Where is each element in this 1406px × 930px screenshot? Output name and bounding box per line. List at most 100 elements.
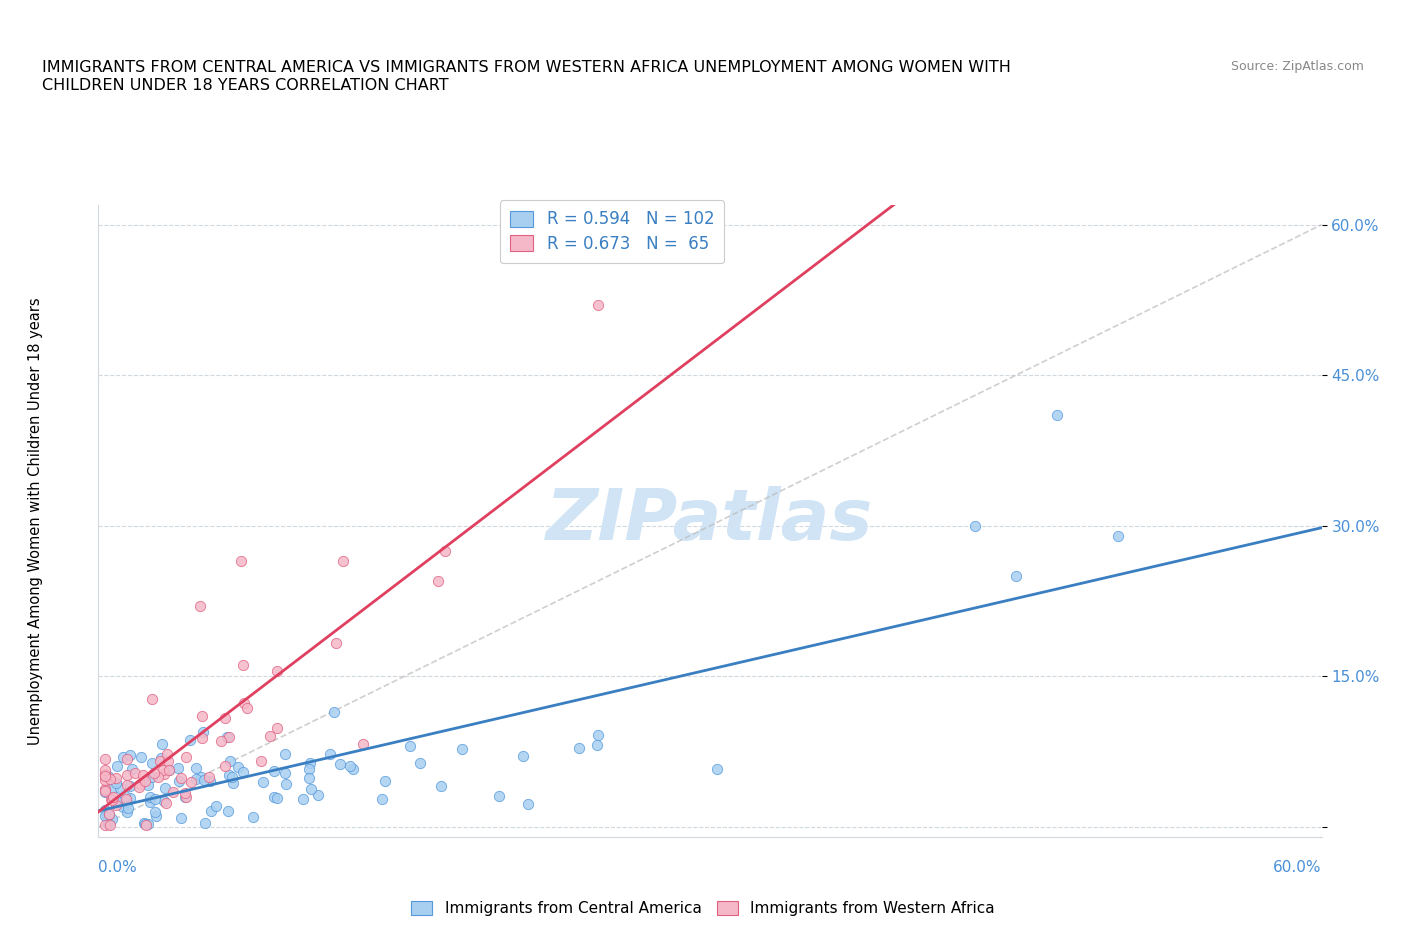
Point [194,816,217,830]
Text: 60.0%: 60.0% [1274,860,1322,875]
Point [98,817,121,831]
Point [170,811,193,826]
Point [98,806,121,821]
Text: Source: ZipAtlas.com: Source: ZipAtlas.com [1230,60,1364,73]
Point [332,553,354,568]
Point [131,767,153,782]
Point [173,785,195,800]
Point [231,553,253,568]
Point [139,794,162,809]
Point [325,635,347,650]
Point [250,753,273,768]
Point [184,771,207,786]
Point [451,742,474,757]
Point [115,751,138,766]
Point [218,767,240,782]
Point [170,770,193,785]
Point [409,756,432,771]
Point [155,795,177,810]
Point [266,721,288,736]
Point [191,730,214,745]
Point [198,769,221,784]
Point [108,781,131,796]
Point [222,776,245,790]
Point [142,765,165,780]
Point [153,766,176,781]
Point [512,749,534,764]
Point [266,663,288,678]
Point [94,784,117,799]
Point [218,729,240,744]
Point [232,658,254,673]
Point [371,791,394,806]
Point [121,762,143,777]
Point [111,750,134,764]
Point [174,790,197,804]
Point [97,806,120,821]
Point [93,784,115,799]
Point [117,801,139,816]
Point [200,804,222,818]
Point [167,774,190,789]
Point [105,794,128,809]
Point [134,817,156,831]
Point [117,795,139,810]
Point [298,762,321,777]
Point [157,762,180,777]
Point [101,790,124,804]
Point [179,733,201,748]
Point [276,777,298,791]
Point [135,817,157,832]
Point [209,734,232,749]
Point [134,773,156,788]
Point [120,790,142,805]
Point [205,798,228,813]
Point [118,778,141,793]
Point [298,771,321,786]
Point [374,774,396,789]
Point [93,772,115,787]
Point [96,809,118,824]
Point [143,792,166,807]
Point [252,774,274,789]
Point [174,750,197,764]
Point [232,764,254,779]
Point [706,762,728,777]
Point [299,781,322,796]
Point [217,804,239,818]
Point [307,788,329,803]
Point [105,770,128,785]
Point [568,740,591,755]
Point [174,790,197,804]
Point [149,754,172,769]
Point [111,800,134,815]
Point [98,772,121,787]
Point [1107,528,1129,543]
Text: ZIPatlas: ZIPatlas [547,486,873,555]
Point [115,767,138,782]
Point [143,804,166,819]
Point [152,763,174,777]
Point [965,518,987,533]
Point [198,774,221,789]
Point [488,789,510,804]
Point [129,750,152,764]
Point [124,765,146,780]
Point [180,775,202,790]
Point [263,764,285,778]
Point [291,791,314,806]
Point [298,755,321,770]
Point [118,748,141,763]
Point [93,802,115,817]
Point [93,763,115,777]
Point [93,766,115,781]
Point [188,599,212,614]
Point [93,767,115,782]
Point [94,808,117,823]
Point [318,747,340,762]
Point [190,709,212,724]
Point [193,724,215,739]
Point [139,790,162,804]
Point [586,737,609,752]
Point [155,780,177,795]
